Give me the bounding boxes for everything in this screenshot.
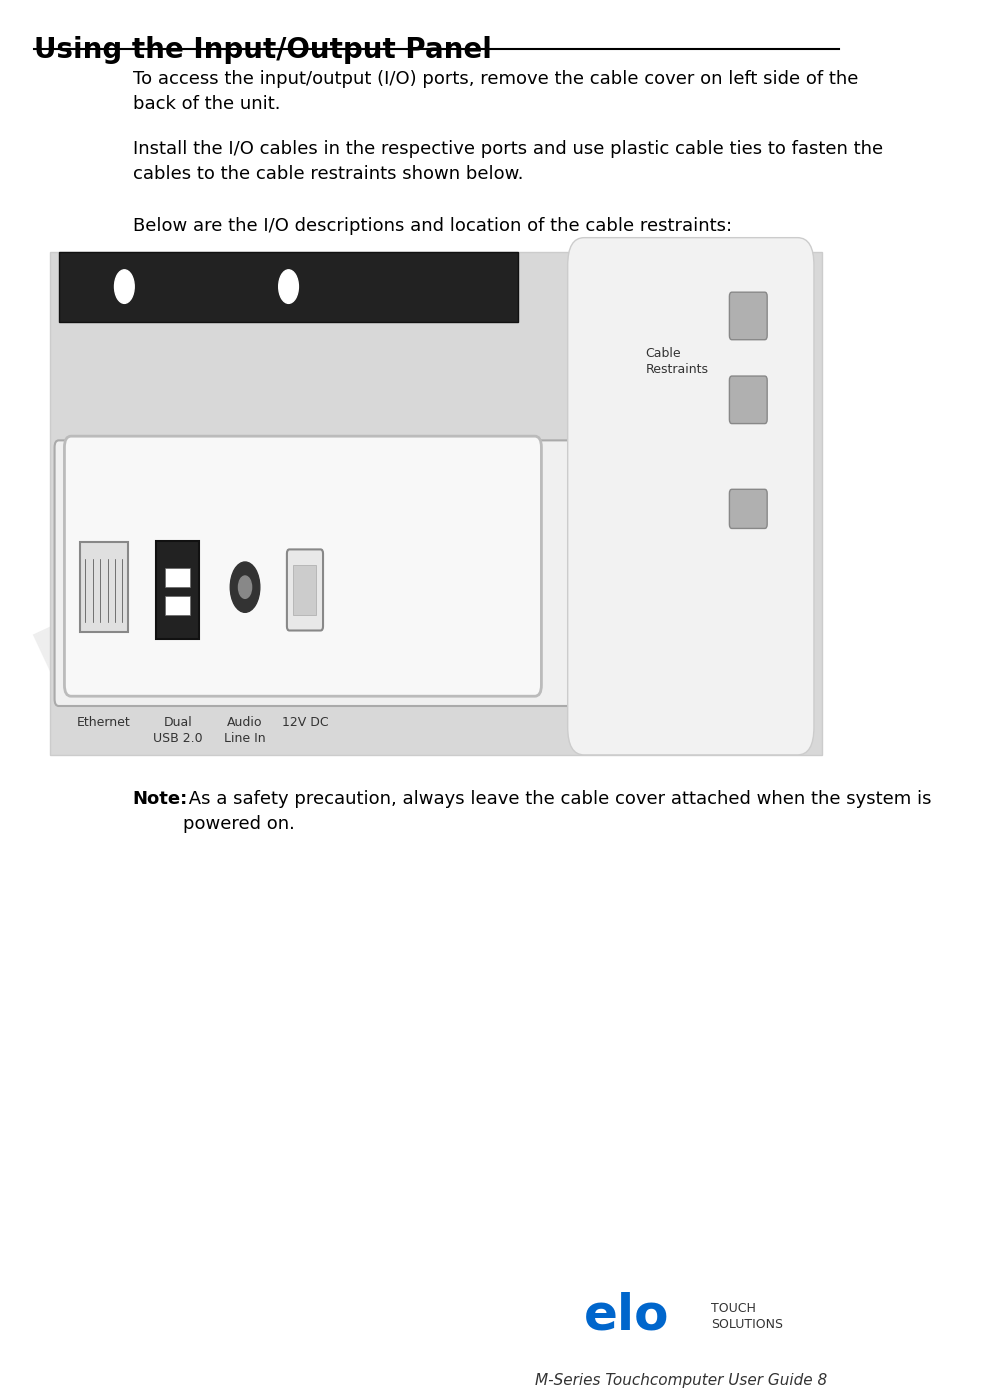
Circle shape <box>238 576 251 598</box>
Text: Below are the I/O descriptions and location of the cable restraints:: Below are the I/O descriptions and locat… <box>132 217 732 235</box>
Circle shape <box>279 270 298 303</box>
Text: Install the I/O cables in the respective ports and use plastic cable ties to fas: Install the I/O cables in the respective… <box>132 140 883 183</box>
FancyBboxPatch shape <box>730 489 767 528</box>
Text: elo: elo <box>584 1292 670 1339</box>
Text: Ethernet: Ethernet <box>77 716 130 728</box>
Text: Dual
USB 2.0: Dual USB 2.0 <box>153 716 202 745</box>
FancyBboxPatch shape <box>59 252 518 322</box>
Text: Cable
Restraints: Cable Restraints <box>645 347 708 376</box>
Text: TOUCH
SOLUTIONS: TOUCH SOLUTIONS <box>711 1302 784 1331</box>
FancyBboxPatch shape <box>166 568 190 587</box>
Text: M-Series Touchcomputer User Guide 8: M-Series Touchcomputer User Guide 8 <box>535 1373 827 1388</box>
Text: Audio
Line In: Audio Line In <box>225 716 266 745</box>
FancyBboxPatch shape <box>55 440 589 706</box>
Text: As a safety precaution, always leave the cable cover attached when the system is: As a safety precaution, always leave the… <box>183 790 932 833</box>
FancyBboxPatch shape <box>156 541 199 639</box>
Text: Note:: Note: <box>132 790 187 808</box>
Circle shape <box>231 562 260 612</box>
FancyBboxPatch shape <box>568 238 814 755</box>
FancyBboxPatch shape <box>730 376 767 424</box>
Text: 12V DC: 12V DC <box>282 716 329 728</box>
FancyBboxPatch shape <box>730 292 767 340</box>
FancyBboxPatch shape <box>79 542 129 632</box>
FancyBboxPatch shape <box>286 549 323 630</box>
FancyBboxPatch shape <box>50 252 822 755</box>
FancyBboxPatch shape <box>166 596 190 615</box>
Text: To access the input/output (I/O) ports, remove the cable cover on left side of t: To access the input/output (I/O) ports, … <box>132 70 858 113</box>
Circle shape <box>115 270 134 303</box>
Text: PRELIMINARY: PRELIMINARY <box>24 355 652 707</box>
FancyBboxPatch shape <box>293 565 317 615</box>
Text: Using the Input/Output Panel: Using the Input/Output Panel <box>34 36 491 64</box>
FancyBboxPatch shape <box>65 436 542 696</box>
